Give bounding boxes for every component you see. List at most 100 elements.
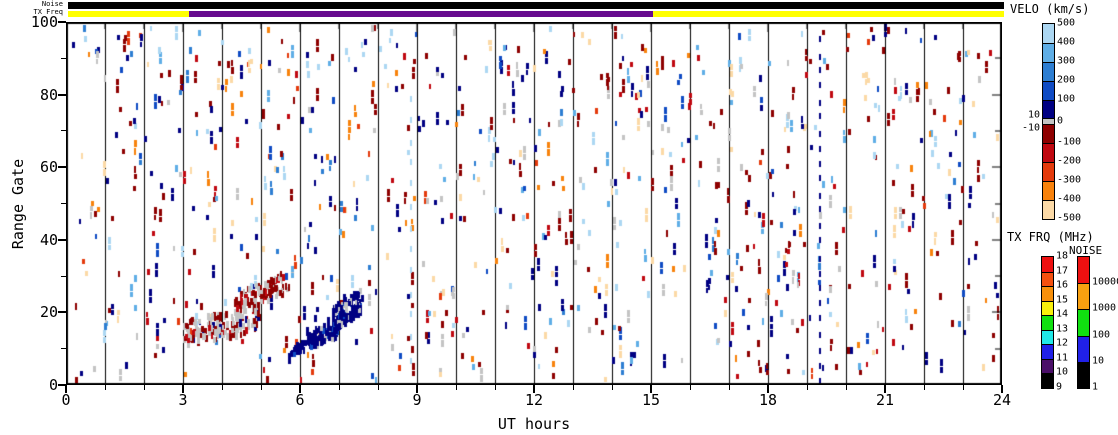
colorbar-segment: [1043, 143, 1054, 163]
y-tick-label: 0: [48, 376, 58, 394]
range-time-scatter-plot: [66, 22, 1002, 385]
noise-colorbar: [1077, 256, 1090, 389]
x-tick-label: 12: [524, 391, 544, 409]
y-tick-label: 40: [39, 230, 58, 249]
x-major-tick: [1001, 385, 1003, 393]
colorbar-segment: [1043, 99, 1054, 119]
y-minor-tick: [61, 348, 66, 350]
colorbar-segment: [1078, 335, 1089, 362]
x-major-tick: [65, 385, 67, 393]
colorbar-segment: [1043, 24, 1054, 43]
colorbar-tick-label: 100: [1057, 93, 1076, 105]
y-minor-tick: [61, 275, 66, 277]
colorbar-tick-label: -10: [1021, 122, 1040, 133]
colorbar-tick-label: -300: [1057, 174, 1082, 186]
colorbar-tick-label: 15: [1056, 294, 1069, 306]
velo-colorbar: [1042, 23, 1055, 220]
colorbar-segment: [1078, 309, 1089, 336]
colorbar-tick-label: 100: [1092, 329, 1111, 341]
x-minor-tick: [260, 385, 262, 390]
x-minor-tick: [728, 385, 730, 390]
colorbar-segment: [1042, 373, 1053, 388]
colorbar-segment: [1078, 361, 1089, 388]
x-minor-tick: [104, 385, 106, 390]
y-minor-tick: [61, 57, 66, 59]
x-major-tick: [767, 385, 769, 393]
y-major-tick: [58, 93, 66, 96]
x-minor-tick: [221, 385, 223, 390]
y-major-tick: [58, 21, 66, 23]
noise-colorbar-title: NOISE: [1069, 244, 1103, 257]
y-minor-tick: [61, 130, 66, 132]
status-bar-segment: [188, 11, 653, 17]
colorbar-tick-label: -200: [1057, 155, 1082, 167]
velo-colorbar-title: VELO (km/s): [1010, 2, 1090, 16]
colorbar-segment: [1042, 271, 1053, 287]
x-major-tick: [884, 385, 886, 393]
colorbar-tick-label: 18: [1056, 250, 1069, 262]
x-tick-label: 3: [178, 391, 188, 409]
y-axis-title: Range Gate: [9, 158, 27, 250]
colorbar-tick-label: 10: [1027, 109, 1040, 121]
colorbar-segment: [1042, 300, 1053, 316]
y-major-tick: [58, 384, 66, 386]
x-minor-tick: [689, 385, 691, 390]
colorbar-segment: [1078, 283, 1089, 310]
x-minor-tick: [494, 385, 496, 390]
colorbar-tick-label: 200: [1057, 74, 1076, 86]
x-major-tick: [182, 385, 184, 393]
status-bar-segment: [68, 2, 1004, 9]
colorbar-tick-label: 1000: [1092, 302, 1117, 314]
x-minor-tick: [923, 385, 925, 390]
colorbar-tick-label: -400: [1057, 193, 1082, 205]
colorbar-tick-label: 16: [1056, 279, 1069, 291]
x-tick-label: 9: [412, 391, 422, 409]
x-axis-title: UT hours: [497, 415, 571, 433]
x-minor-tick: [806, 385, 808, 390]
colorbar-segment: [1043, 118, 1054, 125]
colorbar-tick-label: 14: [1056, 308, 1069, 320]
colorbar-tick-label: 500: [1057, 17, 1076, 29]
txfrq-colorbar: [1041, 256, 1054, 389]
colorbar-tick-label: 9: [1056, 381, 1063, 393]
colorbar-segment: [1043, 80, 1054, 100]
txfrq-colorbar-title: TX FRQ (MHz): [1007, 230, 1094, 244]
colorbar-segment: [1042, 286, 1053, 301]
x-minor-tick: [572, 385, 574, 390]
x-tick-label: 21: [875, 391, 895, 409]
noise-bar-label: Noise: [41, 0, 63, 8]
status-bar-segment: [68, 11, 189, 17]
colorbar-segment: [1043, 200, 1054, 219]
colorbar-segment: [1042, 358, 1053, 374]
colorbar-tick-label: 400: [1057, 36, 1076, 48]
x-tick-label: 0: [61, 391, 71, 409]
x-minor-tick: [845, 385, 847, 390]
colorbar-segment: [1043, 181, 1054, 201]
x-major-tick: [299, 385, 301, 393]
x-major-tick: [650, 385, 652, 393]
colorbar-segment: [1042, 315, 1053, 330]
colorbar-tick-label: 13: [1056, 323, 1069, 335]
colorbar-tick-label: 300: [1057, 55, 1076, 67]
y-major-tick: [58, 166, 66, 169]
y-tick-label: 20: [39, 303, 58, 322]
colorbar-tick-label: 1: [1092, 381, 1099, 393]
y-tick-label: 100: [30, 13, 58, 31]
x-tick-label: 6: [295, 391, 305, 409]
x-minor-tick: [338, 385, 340, 390]
x-major-tick: [416, 385, 418, 393]
y-tick-label: 60: [39, 158, 58, 177]
colorbar-segment: [1042, 329, 1053, 345]
colorbar-tick-label: 10: [1056, 366, 1069, 378]
colorbar-segment: [1042, 344, 1053, 359]
x-minor-tick: [455, 385, 457, 390]
colorbar-tick-label: 11: [1056, 352, 1069, 364]
y-tick-label: 80: [39, 85, 58, 104]
x-major-tick: [533, 385, 535, 393]
y-major-tick: [58, 311, 66, 314]
tx-freq-bar-label: TX Freq: [33, 8, 63, 16]
colorbar-segment: [1043, 162, 1054, 182]
status-bar-segment: [653, 11, 1004, 17]
x-tick-label: 18: [758, 391, 778, 409]
